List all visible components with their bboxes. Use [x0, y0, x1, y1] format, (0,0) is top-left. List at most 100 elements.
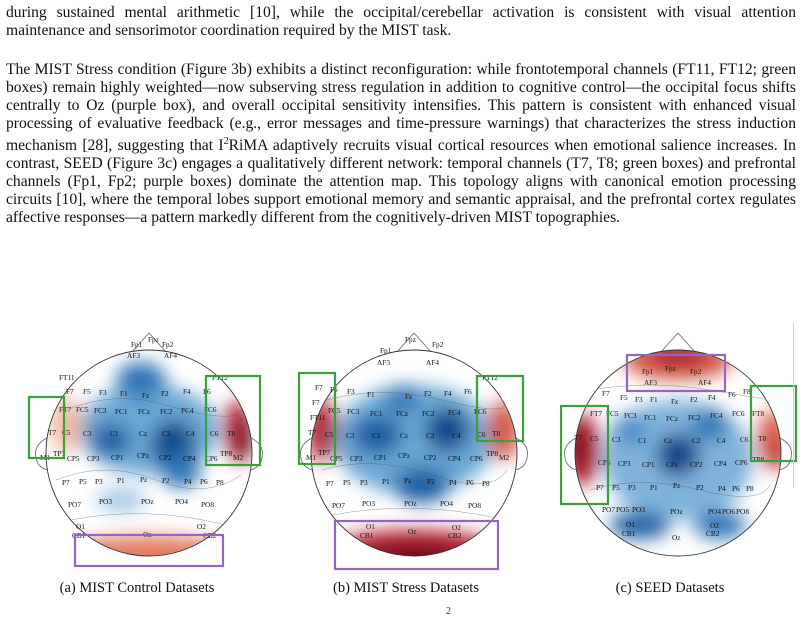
electrode-label: C2 [692, 436, 701, 445]
highlight-box-green [204, 374, 262, 467]
electrode-label: F7 [315, 383, 323, 392]
electrode-label: F5 [620, 393, 628, 402]
electrode-label: P2 [427, 477, 435, 486]
electrode-label: F4 [708, 393, 716, 402]
electrode-label: TP8 [752, 455, 765, 464]
highlight-box-green [475, 374, 525, 443]
head-outline [310, 349, 518, 557]
electrode-label: F2 [424, 389, 432, 398]
electrode-label: FC1 [115, 407, 128, 416]
electrode-label: PO3 [632, 505, 645, 514]
electrode-label: CP5 [67, 454, 80, 463]
electrode-label: M2 [499, 453, 509, 462]
electrode-label: CPz [137, 451, 150, 460]
electrode-label: M1 [306, 453, 316, 462]
electrode-label: FC2 [422, 409, 435, 418]
electrode-label: AF3 [127, 351, 140, 360]
electrode-label: CB1 [622, 529, 636, 538]
right-ear-outline [514, 437, 528, 471]
nose-outline [659, 332, 697, 354]
electrode-label: F2 [161, 389, 169, 398]
electrode-label: CP6 [470, 454, 483, 463]
electrode-label: POz [141, 497, 154, 506]
electrode-label: PO7 [602, 505, 615, 514]
electrode-label: CP1 [111, 453, 124, 462]
electrode-label: P5 [343, 478, 351, 487]
paragraph-2-part-b: RiMA adaptively recruits visual cortical… [6, 137, 796, 227]
electrode-label: FCz [666, 414, 679, 423]
electrode-label: Fp1 [642, 367, 654, 376]
electrode-label: CPz [398, 451, 411, 460]
electrode-label: FC4 [448, 408, 461, 417]
topomap-mist-control: Fp1 Fpz Fp2 AF3 AF4 FT11 F7 F5 F3 F1 Fz … [27, 332, 263, 568]
column-divider [793, 322, 794, 488]
right-ear-outline [249, 437, 263, 471]
electrode-label: CP4 [183, 454, 196, 463]
electrode-label: P3 [360, 478, 368, 487]
electrode-label: F1 [367, 390, 375, 399]
electrode-label: FC1 [644, 413, 657, 422]
electrode-label: F8 [743, 387, 751, 396]
electrode-label: P4 [184, 477, 192, 486]
electrode-label: T7 [574, 433, 582, 442]
electrode-label: C5 [325, 430, 334, 439]
electrode-label: CP6 [735, 458, 748, 467]
electrode-label: F4 [444, 389, 452, 398]
electrode-label: CB1 [360, 531, 374, 540]
electrode-label: AF4 [164, 351, 177, 360]
electrode-label: FT12 [482, 373, 498, 382]
electrode-label: PO7 [332, 501, 345, 510]
electrode-label: Pz [404, 476, 412, 485]
electrode-label: Cz [664, 436, 673, 445]
electrode-label: PO5 [616, 505, 629, 514]
electrode-label: Fpz [405, 335, 417, 344]
electrode-label: FC5 [76, 405, 89, 414]
electrode-label: Oz [672, 533, 681, 542]
electrode-label: P3 [628, 483, 636, 492]
electrode-label: AF3 [644, 378, 657, 387]
electrode-label: PO7 [68, 500, 81, 509]
paragraph-2-part-a: The MIST Stress condition (Figure 3b) ex… [6, 61, 796, 155]
electrode-label: P1 [650, 483, 658, 492]
electrode-label: Fz [671, 397, 679, 406]
electrode-label: Fp2 [432, 340, 444, 349]
electrode-label: O1 [76, 522, 85, 531]
topomap-seed: Fp1 Fpz Fp2 AF3 AF4 F7 F5 F3 F1 Fz F2 F4… [560, 332, 798, 557]
electrode-label: AF3 [377, 358, 390, 367]
electrode-label: P1 [117, 476, 125, 485]
electrode-label: O1 [366, 522, 375, 531]
electrode-label: CP2 [690, 460, 703, 469]
caption-b: (b) MIST Stress Datasets [333, 580, 479, 596]
electrode-label: F1 [120, 389, 128, 398]
electrode-label: FC4 [181, 406, 194, 415]
electrode-label: Fpz [148, 335, 160, 344]
electrode-label: C6 [477, 430, 486, 439]
electrode-label: CP1 [642, 460, 655, 469]
highlight-box-green [749, 384, 798, 463]
electrode-label: PO4 [175, 497, 188, 506]
electrode-label: CP3 [618, 459, 631, 468]
electrode-label: Fz [405, 392, 413, 401]
electrode-label: FC3 [347, 407, 360, 416]
highlight-box-purple [625, 353, 727, 393]
electrode-label: O2 [710, 521, 719, 530]
electrode-label: O2 [452, 523, 461, 532]
electrode-label: CP1 [374, 453, 387, 462]
electrode-label: TP7 [318, 448, 331, 457]
electrode-label: FC3 [624, 411, 637, 420]
electrode-label: FT7 [59, 405, 72, 414]
superscript-2: 2 [223, 136, 229, 147]
electrode-label: O1 [626, 520, 635, 529]
electrode-label: P7 [62, 478, 70, 487]
electrode-label: F5 [83, 387, 91, 396]
electrode-label: P8 [746, 484, 754, 493]
electrode-label: C5 [590, 434, 599, 443]
electrode-label: CP3 [350, 454, 363, 463]
head-outline [574, 349, 782, 557]
electrode-label: Oz [408, 527, 417, 536]
electrode-label: FT8 [752, 409, 765, 418]
electrode-label: PO4 [708, 507, 721, 516]
electrode-label: T7 [48, 428, 56, 437]
electrode-label: C4 [452, 431, 461, 440]
electrode-label: FT7 [590, 409, 603, 418]
